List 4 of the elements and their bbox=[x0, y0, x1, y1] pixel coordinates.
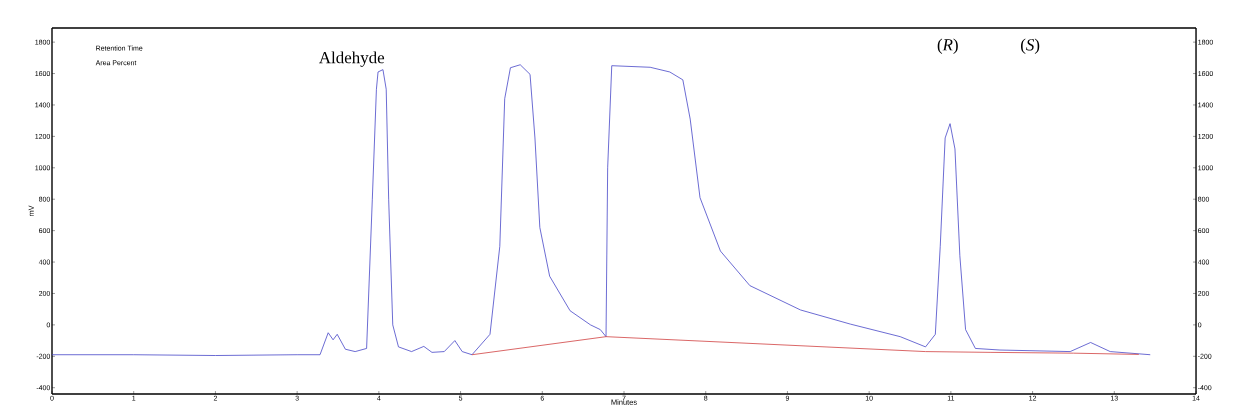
annotation: (R) bbox=[937, 38, 958, 54]
line-series bbox=[471, 336, 1140, 356]
annotation: Aldehyde bbox=[318, 51, 385, 67]
annotation: (S) bbox=[1021, 38, 1040, 54]
